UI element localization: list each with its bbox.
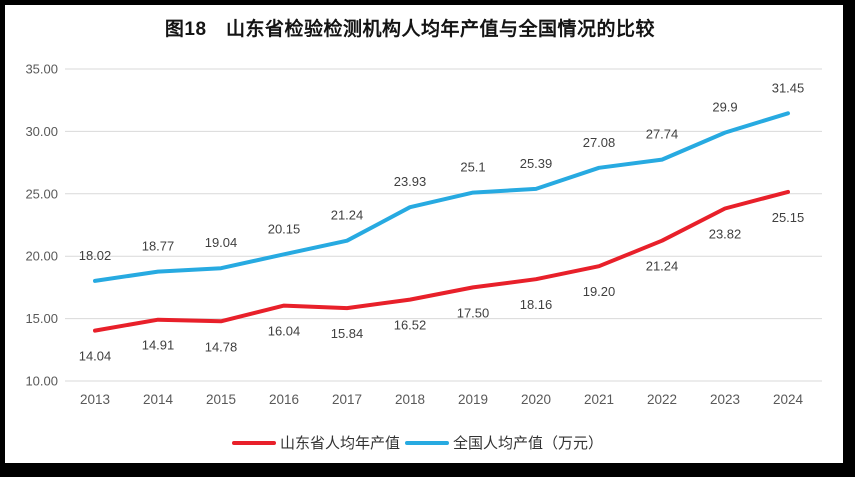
chart-canvas xyxy=(5,5,843,463)
chart-title: 图18 山东省检验检测机构人均年产值与全国情况的比较 xyxy=(164,19,656,40)
legend-line-red-icon xyxy=(231,440,276,445)
legend-label-national: 全国人均产值（万元） xyxy=(453,435,604,452)
legend-item-shandong: 山东省人均年产值 xyxy=(231,432,400,453)
legend-label-shandong: 山东省人均年产值 xyxy=(279,435,400,452)
legend-item-national: 全国人均产值（万元） xyxy=(405,432,603,453)
chart-legend: 山东省人均年产值 全国人均产值（万元） xyxy=(0,432,835,453)
legend-line-blue-icon xyxy=(405,440,449,445)
